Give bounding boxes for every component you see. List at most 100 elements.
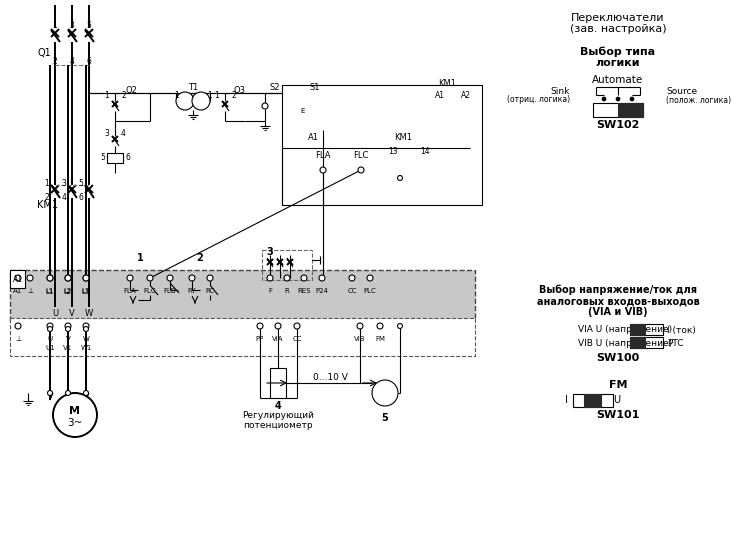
Text: аналоговых входов-выходов: аналоговых входов-выходов [537, 296, 699, 306]
Text: ⊥: ⊥ [27, 288, 33, 294]
Text: P24: P24 [316, 288, 328, 294]
Text: 1: 1 [136, 253, 143, 263]
Text: Регулирующий: Регулирующий [242, 411, 314, 421]
Text: VIB: VIB [354, 336, 366, 342]
Text: (полож. логика): (полож. логика) [666, 95, 731, 105]
Bar [307, 145, 340, 167]
Circle shape [167, 275, 173, 281]
Text: (зав. настройка): (зав. настройка) [570, 24, 666, 34]
Bar [10, 270, 475, 320]
Text: 1: 1 [208, 92, 212, 100]
Circle shape [147, 275, 153, 281]
Text: 3: 3 [70, 22, 74, 30]
Bar [441, 127, 459, 136]
Circle shape [372, 380, 398, 406]
Text: Source: Source [666, 87, 698, 95]
Bar [10, 270, 25, 288]
Bar [270, 368, 286, 398]
Text: W: W [82, 336, 89, 342]
Text: V: V [66, 336, 70, 342]
Text: 2: 2 [121, 92, 126, 100]
Circle shape [398, 324, 403, 328]
Text: Выбор типа: Выбор типа [580, 47, 656, 57]
Text: U1: U1 [45, 345, 55, 351]
Circle shape [83, 390, 88, 396]
Circle shape [189, 275, 195, 281]
Text: W1: W1 [80, 345, 92, 351]
Text: FM: FM [609, 380, 627, 390]
Text: 2: 2 [196, 253, 203, 263]
Text: 4: 4 [62, 193, 66, 203]
Text: 4: 4 [70, 57, 74, 67]
Bar [262, 250, 312, 280]
Text: L2: L2 [64, 289, 72, 295]
Text: L2: L2 [64, 288, 72, 294]
Circle shape [83, 323, 89, 329]
Text: W: W [85, 308, 93, 318]
Text: 1: 1 [53, 22, 57, 30]
Text: 3~: 3~ [68, 418, 82, 428]
Circle shape [262, 103, 268, 109]
Text: потенциометр: потенциометр [243, 422, 313, 430]
Text: Q2: Q2 [125, 86, 136, 94]
Circle shape [127, 275, 133, 281]
Text: 1: 1 [44, 179, 49, 189]
Circle shape [65, 390, 70, 396]
Text: A1: A1 [13, 274, 23, 283]
Text: KM1: KM1 [438, 79, 456, 87]
Text: S2: S2 [270, 83, 280, 93]
Text: E: E [300, 108, 304, 114]
Circle shape [83, 326, 88, 332]
Text: 14: 14 [420, 146, 430, 156]
Circle shape [349, 275, 355, 281]
Text: SW102: SW102 [596, 120, 640, 130]
Text: S1: S1 [310, 83, 320, 93]
Text: L3: L3 [82, 289, 90, 295]
Bar [305, 130, 385, 180]
Text: FLA: FLA [124, 288, 136, 294]
Bar [345, 145, 378, 167]
Circle shape [398, 176, 403, 180]
Circle shape [65, 323, 71, 329]
Bar [282, 85, 482, 205]
Text: 6: 6 [86, 57, 92, 67]
Text: PP: PP [256, 336, 264, 342]
Text: 3: 3 [104, 128, 109, 138]
Circle shape [47, 390, 53, 396]
Text: 5: 5 [100, 153, 105, 163]
Text: U: U [47, 336, 53, 342]
Circle shape [15, 323, 21, 329]
Text: T1: T1 [188, 83, 198, 93]
Text: 1: 1 [214, 92, 219, 100]
Bar [593, 103, 643, 117]
Text: U: U [614, 395, 620, 405]
Text: SW101: SW101 [596, 410, 640, 420]
Circle shape [294, 323, 300, 329]
Circle shape [267, 275, 273, 281]
Text: KM1: KM1 [394, 133, 412, 143]
Text: 2: 2 [53, 57, 57, 67]
Circle shape [602, 97, 606, 101]
Text: VIA U (напряжение): VIA U (напряжение) [578, 326, 672, 334]
Text: RES: RES [297, 288, 310, 294]
Circle shape [367, 275, 373, 281]
Circle shape [83, 275, 89, 281]
Text: 13: 13 [388, 146, 398, 156]
Circle shape [53, 393, 97, 437]
Text: A2: A2 [461, 92, 471, 100]
Text: логики: логики [596, 58, 640, 68]
Circle shape [65, 275, 71, 281]
Text: 3: 3 [267, 247, 273, 257]
Text: 4: 4 [121, 128, 126, 138]
Circle shape [377, 323, 383, 329]
Circle shape [284, 275, 290, 281]
Text: A1: A1 [435, 92, 445, 100]
Circle shape [275, 323, 281, 329]
Circle shape [15, 275, 21, 281]
Text: 1: 1 [175, 92, 179, 100]
Text: FLC: FLC [353, 152, 369, 160]
Text: FM: FM [375, 336, 385, 342]
Text: CC: CC [292, 336, 302, 342]
Text: L1: L1 [46, 289, 54, 295]
Text: 6: 6 [125, 153, 130, 163]
